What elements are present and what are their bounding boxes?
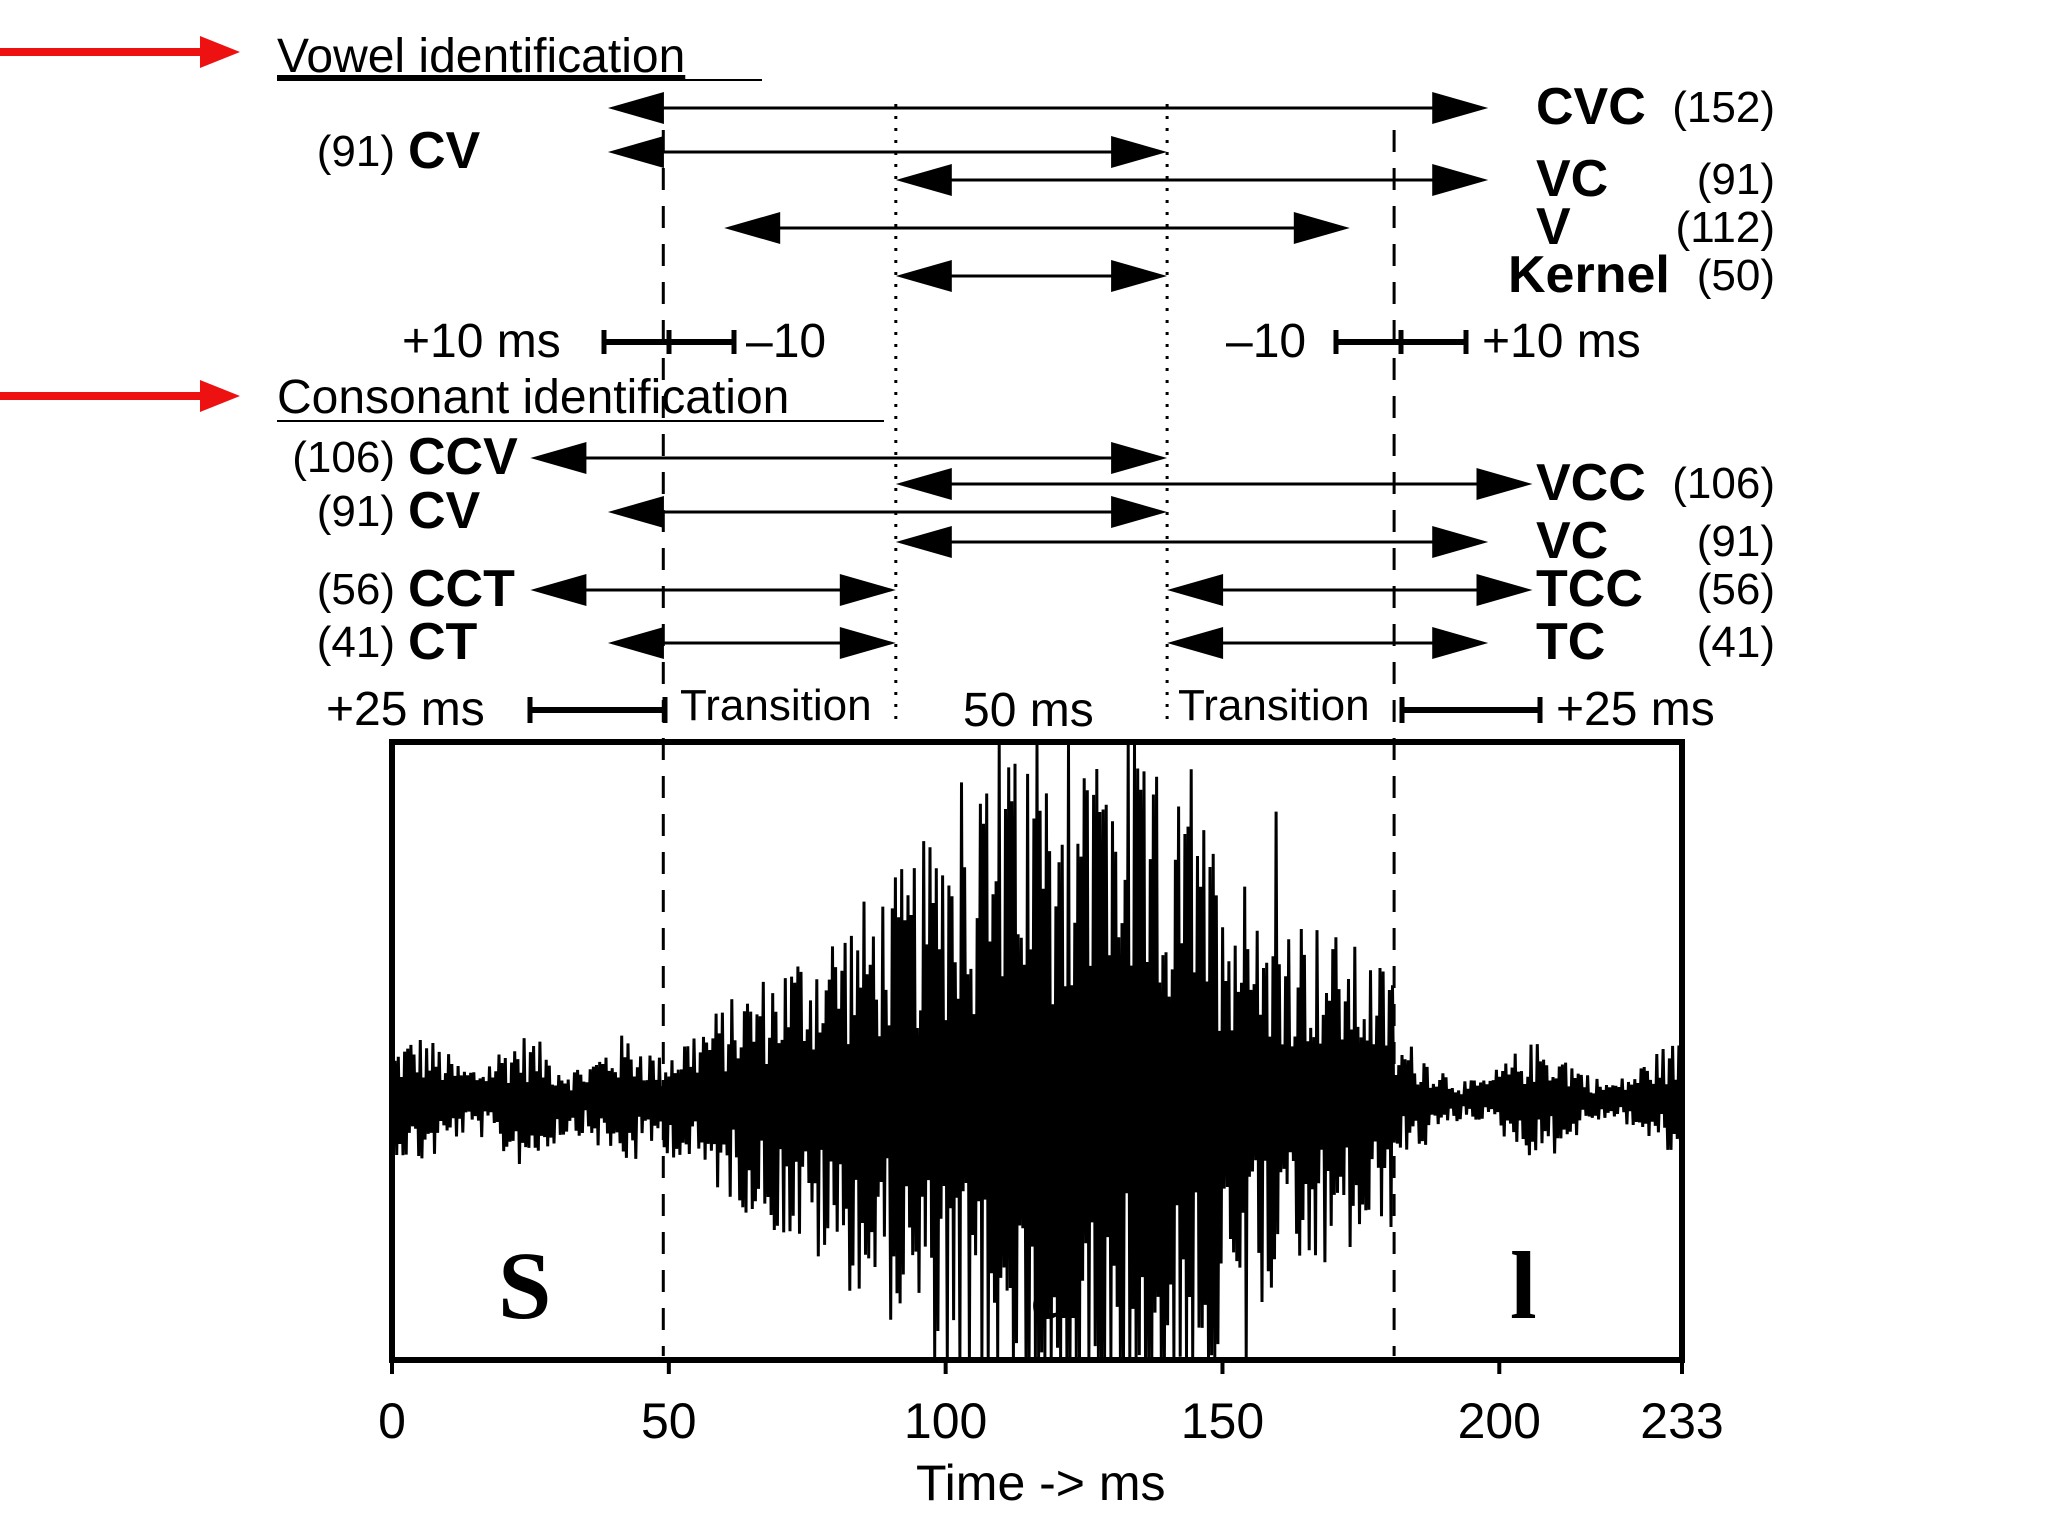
vowel-arrow-v	[724, 212, 1350, 244]
speech-waveform	[390, 744, 1684, 1358]
consonant-pointer-arrow	[0, 380, 240, 412]
vowel-cv-1-count: (91)	[317, 127, 395, 176]
consonant-ccv-0-count: (106)	[292, 433, 395, 482]
vowel-tol-left-minus: –10	[746, 315, 826, 368]
phoneme-a: a	[1030, 1232, 1078, 1339]
segment-transition-left: Transition	[680, 681, 872, 730]
consonant-arrow-cct-4	[530, 574, 896, 606]
consonant-arrow-vcc-1	[895, 468, 1533, 500]
consonant-ct-6-count: (41)	[317, 618, 395, 667]
vowel-v-3-count: (112)	[1676, 203, 1775, 252]
vowel-arrow-cvc	[607, 92, 1489, 124]
consonant-vc-3-label: VC	[1536, 512, 1608, 570]
vowel-pointer-arrow	[0, 36, 240, 68]
vowel-kernel-4-count: (50)	[1697, 251, 1775, 300]
x-tick-label-50: 50	[641, 1393, 697, 1449]
vowel-arrow-vc	[895, 164, 1489, 196]
segment-duration-row: +25 ms Transition 50 ms Transition +25 m…	[326, 681, 1715, 737]
consonant-cct-4-label: CCT	[408, 560, 515, 618]
phoneme-s: S	[498, 1232, 551, 1339]
consonant-identification-heading: Consonant identification	[277, 371, 789, 424]
segment-right-plus: +25 ms	[1556, 683, 1715, 736]
vowel-tolerance-right: –10 +10 ms	[1226, 315, 1641, 368]
consonant-vc-3-count: (91)	[1697, 517, 1775, 566]
segment-transition-right: Transition	[1178, 681, 1370, 730]
consonant-ccv-0-label: CCV	[408, 428, 518, 486]
consonant-ct-6-label: CT	[408, 613, 478, 671]
x-tick-label-233: 233	[1640, 1393, 1723, 1449]
vowel-v-3-label: V	[1536, 198, 1571, 256]
consonant-tc-7-label: TC	[1536, 613, 1605, 671]
consonant-arrow-ccv-0	[530, 442, 1168, 474]
vowel-arrow-kernel	[895, 260, 1168, 292]
x-axis-label: Time -> ms	[916, 1455, 1166, 1511]
consonant-tc-7-count: (41)	[1697, 618, 1775, 667]
vowel-interval-arrows: CVC (152) (91) CV VC (91) V (112)Kernel (50)	[317, 78, 1775, 304]
consonant-vcc-1-count: (106)	[1672, 459, 1775, 508]
x-tick-label-100: 100	[904, 1393, 987, 1449]
vowel-cvc-0-label: CVC	[1536, 78, 1646, 136]
vowel-vc-2-count: (91)	[1697, 155, 1775, 204]
consonant-cv-2-label: CV	[408, 482, 481, 540]
vowel-kernel-4-label: Kernel	[1508, 246, 1670, 304]
segment-boundaries	[661, 104, 1396, 1356]
consonant-cct-4-count: (56)	[317, 565, 395, 614]
consonant-arrow-ct-6	[607, 627, 896, 659]
x-tick-label-150: 150	[1181, 1393, 1264, 1449]
vowel-vc-2-label: VC	[1536, 150, 1608, 208]
vowel-tol-left-plus: +10 ms	[402, 315, 561, 368]
vowel-tol-right-minus: –10	[1226, 315, 1306, 368]
consonant-cv-2-count: (91)	[317, 487, 395, 536]
segment-center-duration: 50 ms	[963, 684, 1094, 737]
consonant-arrow-vc-3	[895, 526, 1489, 558]
vowel-cvc-0-count: (152)	[1672, 83, 1775, 132]
x-tick-label-0: 0	[378, 1393, 406, 1449]
vowel-arrow-cv	[607, 136, 1168, 168]
consonant-arrow-cv-2	[607, 496, 1168, 528]
consonant-tcc-5-count: (56)	[1697, 565, 1775, 614]
consonant-arrow-tcc-5	[1167, 574, 1533, 606]
waveform-frame	[389, 739, 1685, 1363]
vowel-tol-right-plus: +10 ms	[1482, 315, 1641, 368]
vowel-tolerance-left: +10 ms –10	[402, 315, 826, 368]
vowel-identification-heading: Vowel identification	[277, 30, 685, 83]
segment-left-plus: +25 ms	[326, 683, 485, 736]
vowel-cv-1-label: CV	[408, 122, 481, 180]
x-tick-label-200: 200	[1458, 1393, 1541, 1449]
time-axis: 0 50 100 150 200 233	[378, 1360, 1724, 1449]
phoneme-l: l	[1510, 1232, 1537, 1339]
consonant-tcc-5-label: TCC	[1536, 560, 1643, 618]
consonant-vcc-1-label: VCC	[1536, 454, 1646, 512]
consonant-arrow-tc-7	[1167, 627, 1489, 659]
